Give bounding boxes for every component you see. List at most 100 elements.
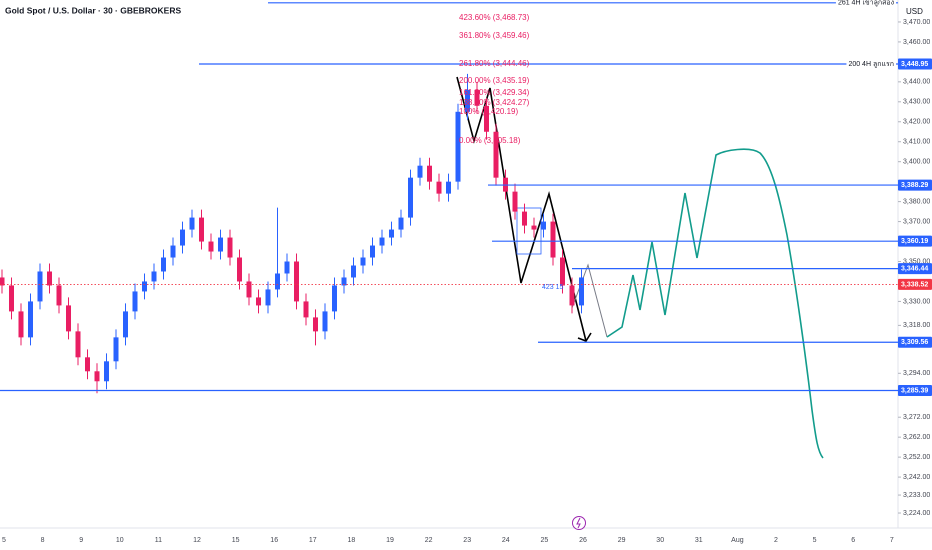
fib-label: 161.80% (3,429.34) (459, 88, 530, 97)
fib-label: 100% (3,420.19) (459, 107, 518, 116)
x-tick-label: 22 (425, 537, 433, 544)
price-tag (898, 235, 932, 247)
x-tick-label: 15 (232, 537, 240, 544)
x-tick-label: 24 (502, 537, 510, 544)
fib-label: 423.60% (3,468.73) (459, 13, 530, 22)
fib-label: 361.80% (3,459.46) (459, 31, 530, 40)
fib-label: 261.80% (3,444.46) (459, 59, 530, 68)
price-tag (898, 384, 932, 396)
x-tick-label: 11 (155, 537, 162, 544)
y-tick-label: 3,330.00 (903, 298, 930, 305)
candle-body (275, 273, 280, 290)
candle-body (512, 191, 518, 212)
candle-body (531, 225, 537, 230)
candle-body (541, 221, 546, 230)
candle-body (246, 281, 252, 298)
y-tick-label: 3,420.00 (903, 119, 930, 126)
candle-body (560, 257, 565, 286)
x-tick-label: 8 (41, 537, 45, 544)
box-drawing (516, 207, 542, 255)
currency-label: USD (906, 7, 923, 16)
candle-body (436, 181, 442, 194)
candle-body (370, 245, 375, 258)
candle-body (294, 261, 299, 302)
candle-body (227, 237, 233, 258)
candle-body (47, 271, 52, 286)
y-tick-label: 3,252.00 (903, 454, 930, 461)
event-icon-bolt (576, 517, 581, 529)
candle-body (303, 301, 309, 318)
candle-body (218, 237, 223, 252)
price-tag (898, 278, 932, 290)
candle-body (569, 285, 575, 306)
y-tick-label: 3,430.00 (903, 99, 930, 106)
candle-body (161, 257, 166, 272)
x-tick-label: 9 (79, 537, 83, 544)
candle-body (579, 277, 584, 306)
candle-body (18, 311, 24, 338)
y-tick-label: 3,400.00 (903, 159, 930, 166)
arrow-head (577, 332, 592, 342)
candle-body (408, 177, 413, 218)
candle-body (208, 241, 214, 252)
candle-body (142, 281, 147, 292)
candle-body (417, 165, 423, 178)
x-tick-label: 2 (774, 537, 778, 544)
y-tick-label: 3,272.00 (903, 414, 930, 421)
candle-body (199, 217, 204, 242)
candle-body (85, 357, 90, 372)
candle-body (351, 265, 356, 278)
y-tick-label: 3,350.00 (903, 258, 930, 265)
candle-body (237, 257, 242, 282)
x-tick-label: Aug (731, 537, 744, 544)
price-tag-label: 3,309.56 (901, 339, 928, 346)
candle-body (427, 165, 432, 182)
y-tick-label: 3,318.00 (903, 322, 930, 329)
candle-body (37, 271, 43, 302)
event-icon[interactable] (572, 516, 586, 530)
candle-body (265, 289, 271, 306)
candle-body (389, 229, 394, 238)
x-tick-label: 7 (890, 537, 894, 544)
price-tag-label: 3,346.44 (901, 265, 928, 272)
y-tick-label: 3,410.00 (903, 139, 930, 146)
y-tick-label: 3,380.00 (903, 198, 930, 205)
candle-body (446, 181, 451, 194)
x-tick-label: 23 (463, 537, 471, 544)
fib-label: 138.20% (3,424.27) (459, 98, 530, 107)
candle-body (56, 285, 62, 306)
candle-body (94, 371, 100, 382)
price-tag-label: 3,285.39 (901, 387, 928, 394)
fib-label: 0.00% (3,405.18) (459, 136, 521, 145)
candle-body (189, 217, 195, 230)
x-tick-label: 16 (270, 537, 278, 544)
candle-body (341, 277, 347, 286)
candle-body (322, 311, 328, 332)
price-tag-label: 3,360.19 (901, 238, 928, 245)
candle-body (0, 277, 5, 286)
candle-body (132, 291, 138, 312)
x-tick-label: 29 (618, 537, 626, 544)
x-tick-label: 17 (309, 537, 317, 544)
x-tick-label: 18 (348, 537, 356, 544)
x-tick-label: 26 (579, 537, 587, 544)
x-tick-label: 5 (2, 537, 6, 544)
y-tick-label: 3,470.00 (903, 19, 930, 26)
projection-path (606, 148, 824, 459)
x-tick-label: 19 (386, 537, 394, 544)
candle-body (493, 131, 499, 178)
candle-body (313, 317, 318, 332)
candle-body (170, 245, 176, 258)
candle-body (360, 257, 366, 266)
price-tag-label: 3,448.95 (901, 61, 928, 68)
candle-body (522, 211, 527, 226)
level-note-bg (846, 60, 896, 68)
x-tick-label: 12 (193, 537, 201, 544)
y-tick-label: 3,440.00 (903, 79, 930, 86)
x-tick-label: 25 (541, 537, 549, 544)
y-tick-label: 3,224.00 (903, 510, 930, 517)
projection-grey (571, 263, 608, 338)
price-tag (898, 263, 932, 275)
candle-body (66, 305, 71, 332)
candle-body (180, 229, 185, 246)
